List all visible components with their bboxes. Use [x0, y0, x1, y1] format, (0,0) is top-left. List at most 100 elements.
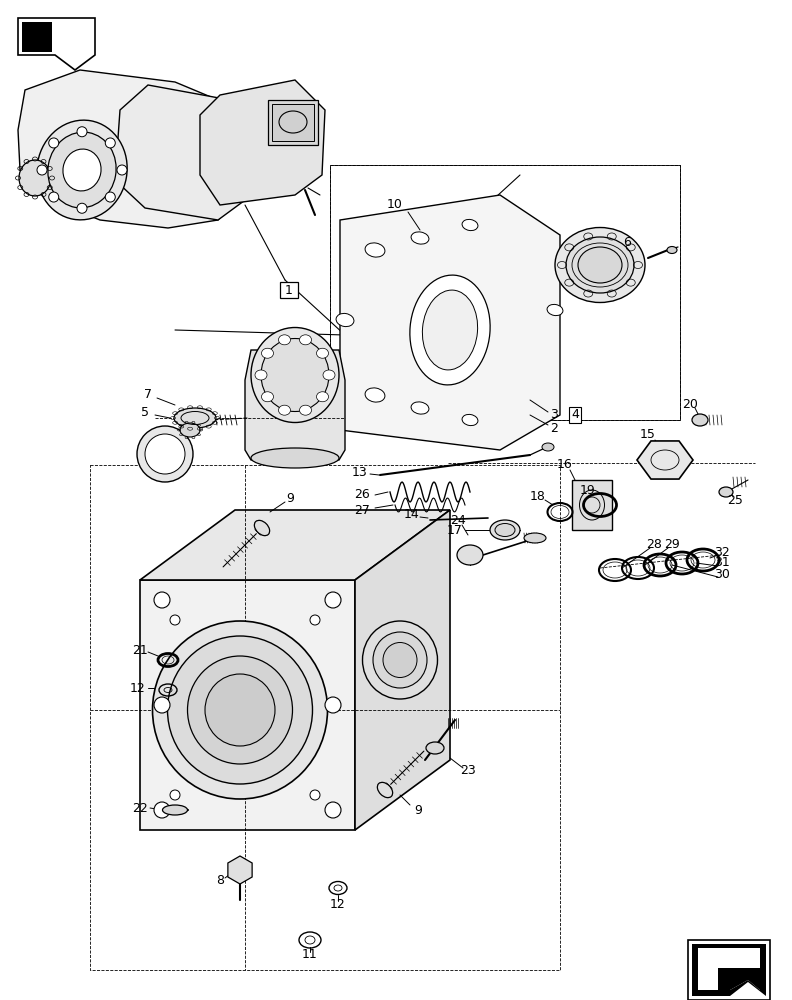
Ellipse shape [365, 243, 385, 257]
Ellipse shape [188, 656, 292, 764]
Ellipse shape [167, 636, 313, 784]
Text: 32: 32 [714, 546, 730, 558]
Text: 1: 1 [285, 284, 293, 296]
Polygon shape [140, 510, 450, 580]
Circle shape [154, 697, 170, 713]
Ellipse shape [205, 674, 275, 746]
Ellipse shape [547, 304, 563, 316]
Circle shape [37, 165, 47, 175]
Text: 4: 4 [571, 408, 579, 422]
Text: 10: 10 [387, 198, 403, 212]
Bar [272, 104, 314, 141]
Text: 14: 14 [404, 508, 420, 522]
Circle shape [137, 426, 193, 482]
Text: 24: 24 [450, 514, 466, 526]
Circle shape [170, 615, 180, 625]
Ellipse shape [317, 392, 329, 402]
Circle shape [310, 615, 320, 625]
Ellipse shape [462, 219, 478, 231]
Ellipse shape [174, 408, 216, 428]
Text: 13: 13 [352, 466, 367, 479]
Text: 29: 29 [664, 538, 680, 552]
Ellipse shape [323, 370, 335, 380]
Circle shape [105, 138, 116, 148]
Ellipse shape [336, 313, 354, 327]
Circle shape [49, 192, 59, 202]
Text: 27: 27 [354, 504, 370, 516]
Ellipse shape [299, 335, 311, 345]
Polygon shape [698, 948, 760, 990]
Text: 15: 15 [640, 428, 656, 442]
Circle shape [77, 203, 87, 213]
Bar [268, 100, 318, 145]
Ellipse shape [383, 643, 417, 678]
Text: 17: 17 [447, 524, 463, 536]
Ellipse shape [373, 632, 427, 688]
Text: 23: 23 [460, 764, 476, 776]
Bar [688, 940, 770, 1000]
Polygon shape [340, 195, 560, 450]
Ellipse shape [422, 290, 478, 370]
Ellipse shape [495, 524, 515, 536]
Ellipse shape [667, 246, 677, 253]
Circle shape [154, 592, 170, 608]
Polygon shape [18, 70, 248, 228]
Circle shape [325, 697, 341, 713]
Ellipse shape [426, 742, 444, 754]
Ellipse shape [279, 405, 291, 415]
Ellipse shape [279, 335, 291, 345]
Text: 30: 30 [714, 568, 730, 580]
Text: 26: 26 [354, 488, 370, 502]
Ellipse shape [578, 247, 622, 283]
Text: 11: 11 [302, 948, 318, 962]
Ellipse shape [692, 414, 708, 426]
Ellipse shape [363, 621, 437, 699]
Ellipse shape [19, 160, 51, 196]
Ellipse shape [261, 338, 329, 412]
Text: 25: 25 [727, 493, 743, 506]
Ellipse shape [719, 487, 733, 497]
Text: 8: 8 [216, 874, 224, 886]
Text: 12: 12 [330, 898, 346, 910]
Circle shape [105, 192, 116, 202]
Polygon shape [692, 944, 766, 996]
Ellipse shape [251, 448, 339, 468]
Ellipse shape [299, 405, 311, 415]
Ellipse shape [365, 388, 385, 402]
Ellipse shape [63, 149, 101, 191]
Bar [280, 282, 298, 298]
Text: 5: 5 [141, 406, 149, 418]
Circle shape [154, 802, 170, 818]
Circle shape [77, 127, 87, 137]
Ellipse shape [180, 423, 200, 437]
Text: 19: 19 [580, 484, 596, 496]
Ellipse shape [411, 232, 429, 244]
Ellipse shape [254, 520, 269, 536]
Ellipse shape [490, 520, 520, 540]
Polygon shape [18, 18, 95, 70]
Ellipse shape [37, 120, 128, 220]
Ellipse shape [457, 545, 483, 565]
Text: 9: 9 [286, 491, 294, 504]
Circle shape [170, 790, 180, 800]
Ellipse shape [251, 328, 339, 422]
Polygon shape [718, 968, 760, 990]
Ellipse shape [462, 414, 478, 426]
Text: 16: 16 [557, 458, 573, 472]
Text: 7: 7 [144, 388, 152, 401]
Polygon shape [115, 85, 255, 220]
Ellipse shape [566, 237, 634, 293]
Polygon shape [22, 22, 52, 52]
Ellipse shape [542, 443, 554, 451]
Bar [572, 480, 612, 530]
Text: 20: 20 [682, 398, 698, 412]
Ellipse shape [410, 275, 490, 385]
Text: 28: 28 [646, 538, 662, 552]
Polygon shape [355, 510, 450, 830]
Polygon shape [228, 856, 252, 884]
Circle shape [117, 165, 127, 175]
Polygon shape [245, 350, 345, 460]
Circle shape [49, 138, 59, 148]
Text: 6: 6 [623, 236, 631, 249]
Text: 3: 3 [550, 408, 558, 422]
